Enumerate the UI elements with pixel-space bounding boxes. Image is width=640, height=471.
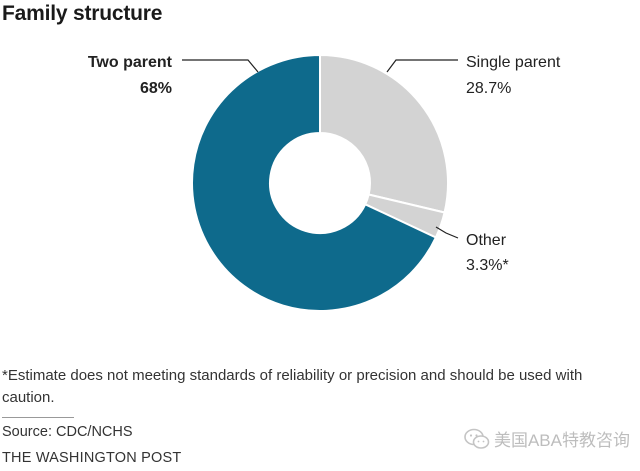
- slice-label-two-parent: Two parent: [88, 54, 173, 71]
- wechat-icon: [464, 428, 490, 449]
- leader-line-other: [435, 226, 459, 239]
- source-line: Source: CDC/NCHS: [2, 424, 133, 440]
- slice-label-single-parent: Single parent: [466, 54, 561, 71]
- credit-line: THE WASHINGTON POST: [2, 450, 182, 466]
- donut-slices: [191, 53, 449, 312]
- slice-value-single-parent: 28.7%: [466, 80, 511, 97]
- watermark: 美国ABA特教咨询: [464, 426, 630, 451]
- leader-line-two-parent: [182, 59, 259, 73]
- slice-label-other: Other: [466, 232, 507, 249]
- slice-value-two-parent: 68%: [140, 80, 172, 97]
- donut-chart: Two parent 68% Single parent 28.7% Other…: [88, 53, 561, 312]
- slice-single-parent: [319, 53, 449, 214]
- chart-title: Family structure: [2, 2, 163, 25]
- leader-lines: [182, 59, 459, 239]
- leader-line-single-parent: [386, 59, 458, 73]
- watermark-text: 美国ABA特教咨询: [493, 431, 630, 450]
- slice-value-other: 3.3%*: [466, 257, 509, 274]
- footnote: *Estimate does not meeting standards of …: [2, 367, 583, 406]
- divider: [2, 417, 74, 418]
- slice-two-parent: [191, 53, 438, 312]
